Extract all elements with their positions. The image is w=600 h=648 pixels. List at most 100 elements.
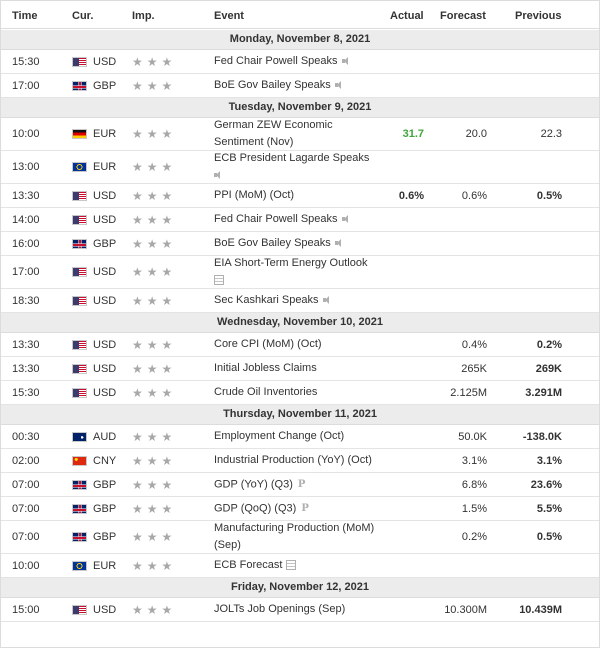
event-name-text[interactable]: ECB President Lagarde Speaks bbox=[214, 152, 370, 164]
currency-code: AUD bbox=[93, 430, 117, 443]
actual-value bbox=[384, 74, 424, 97]
event-row[interactable]: 00:30 AUD ★ ★ ★ Employment Change (Oct) 50.0K -… bbox=[1, 425, 599, 449]
event-name[interactable]: Fed Chair Powell Speaks bbox=[214, 208, 384, 231]
event-row[interactable]: 10:00 EUR ★ ★ ★ ECB Forecast bbox=[1, 554, 599, 578]
event-name-text[interactable]: BoE Gov Bailey Speaks bbox=[214, 79, 331, 91]
previous-value bbox=[491, 289, 562, 312]
event-name-text[interactable]: Manufacturing Production (MoM) bbox=[214, 522, 375, 534]
header-previous[interactable]: Previous bbox=[515, 10, 562, 22]
event-name-text[interactable]: Fed Chair Powell Speaks bbox=[214, 55, 338, 67]
event-name-text[interactable]: Core CPI (MoM) (Oct) bbox=[214, 338, 322, 350]
actual-value bbox=[384, 289, 424, 312]
event-row[interactable]: 15:30 USD ★ ★ ★ Fed Chair Powell Speaks bbox=[1, 50, 599, 74]
event-row[interactable]: 15:30 USD ★ ★ ★ Crude Oil Inventories 2.125M 3.… bbox=[1, 381, 599, 405]
preliminary-icon: P bbox=[297, 478, 306, 490]
event-name-text[interactable]: Employment Change (Oct) bbox=[214, 430, 345, 442]
forecast-value bbox=[431, 151, 487, 183]
event-name[interactable]: Core CPI (MoM) (Oct) bbox=[214, 333, 384, 356]
event-name-text[interactable]: EIA Short-Term Energy Outlook bbox=[214, 257, 368, 269]
previous-value: 5.5% bbox=[536, 502, 562, 515]
event-row[interactable]: 07:00 GBP ★ ★ ★ Manufacturing Production (MoM… bbox=[1, 521, 599, 554]
event-name-text[interactable]: Fed Chair Powell Speaks bbox=[214, 213, 338, 225]
currency-code: USD bbox=[93, 603, 117, 616]
event-name-text[interactable]: Sec Kashkari Speaks bbox=[214, 294, 319, 306]
forecast-value: 50.0K bbox=[458, 430, 487, 443]
event-name-text[interactable]: JOLTs Job Openings (Sep) bbox=[214, 603, 346, 615]
event-name-text[interactable]: PPI (MoM) (Oct) bbox=[214, 189, 295, 201]
event-name-text[interactable]: Sentiment (Nov) bbox=[214, 136, 294, 148]
event-time: 13:30 bbox=[12, 362, 40, 375]
event-name[interactable]: EIA Short-Term Energy Outlook bbox=[214, 256, 384, 288]
event-row[interactable]: 13:30 USD ★ ★ ★ PPI (MoM) (Oct) 0.6% 0.6% 0.5% bbox=[1, 184, 599, 208]
event-row[interactable]: 16:00 GBP ★ ★ ★ BoE Gov Bailey Speaks bbox=[1, 232, 599, 256]
importance-stars: ★ ★ ★ bbox=[132, 381, 192, 404]
event-row[interactable]: 17:00 GBP ★ ★ ★ BoE Gov Bailey Speaks bbox=[1, 74, 599, 98]
event-row[interactable]: 10:00 EUR ★ ★ ★ German ZEW Economic Sentiment … bbox=[1, 118, 599, 151]
currency-flag bbox=[72, 381, 88, 404]
currency-code: USD bbox=[93, 362, 117, 375]
flag-gb-icon bbox=[72, 238, 87, 249]
event-name-text[interactable]: Crude Oil Inventories bbox=[214, 386, 318, 398]
importance-stars: ★ ★ ★ bbox=[132, 521, 192, 553]
event-row[interactable]: 14:00 USD ★ ★ ★ Fed Chair Powell Speaks bbox=[1, 208, 599, 232]
event-name[interactable]: PPI (MoM) (Oct) bbox=[214, 184, 384, 207]
header-forecast[interactable]: Forecast bbox=[440, 10, 486, 22]
event-row[interactable]: 02:00 CNY ★ ★ ★ Industrial Production (YoY) (… bbox=[1, 449, 599, 473]
event-row[interactable]: 17:00 USD ★ ★ ★ EIA Short-Term Energy Outlook bbox=[1, 256, 599, 289]
star-icon: ★ bbox=[132, 453, 143, 468]
event-name-text[interactable]: Industrial Production (YoY) (Oct) bbox=[214, 454, 372, 466]
event-name[interactable]: GDP (YoY) (Q3) P bbox=[214, 473, 384, 496]
currency-flag bbox=[72, 118, 88, 150]
star-icon: ★ bbox=[161, 453, 173, 468]
star-icon: ★ bbox=[146, 337, 158, 352]
star-icon: ★ bbox=[132, 602, 143, 617]
event-name[interactable]: Employment Change (Oct) bbox=[214, 425, 384, 448]
event-row[interactable]: 13:00 EUR ★ ★ ★ ECB President Lagarde Speaks bbox=[1, 151, 599, 184]
event-time: 00:30 bbox=[12, 430, 40, 443]
event-name[interactable]: Initial Jobless Claims bbox=[214, 357, 384, 380]
event-name-text[interactable]: Initial Jobless Claims bbox=[214, 362, 317, 374]
previous-value bbox=[491, 208, 562, 231]
event-name[interactable]: GDP (QoQ) (Q3) P bbox=[214, 497, 384, 520]
event-name[interactable]: BoE Gov Bailey Speaks bbox=[214, 232, 384, 255]
event-time: 16:00 bbox=[12, 237, 40, 250]
star-icon: ★ bbox=[132, 385, 143, 400]
importance-stars: ★ ★ ★ bbox=[132, 118, 192, 150]
importance-stars: ★ ★ ★ bbox=[132, 74, 192, 97]
event-name[interactable]: Crude Oil Inventories bbox=[214, 381, 384, 404]
header-time[interactable]: Time bbox=[12, 10, 38, 22]
star-icon: ★ bbox=[161, 558, 173, 573]
event-name-text[interactable]: ECB Forecast bbox=[214, 559, 283, 571]
event-row[interactable]: 07:00 GBP ★ ★ ★ GDP (QoQ) (Q3) P 1.5% 5.5% bbox=[1, 497, 599, 521]
event-name[interactable]: German ZEW Economic Sentiment (Nov) bbox=[214, 118, 384, 150]
event-name-text[interactable]: (Sep) bbox=[214, 539, 241, 551]
event-row[interactable]: 13:30 USD ★ ★ ★ Initial Jobless Claims 265K 269… bbox=[1, 357, 599, 381]
header-importance[interactable]: Imp. bbox=[132, 10, 155, 22]
event-name-text[interactable]: GDP (YoY) (Q3) bbox=[214, 478, 293, 491]
flag-us-icon bbox=[72, 214, 87, 225]
event-name[interactable]: BoE Gov Bailey Speaks bbox=[214, 74, 384, 97]
event-name[interactable]: Fed Chair Powell Speaks bbox=[214, 50, 384, 73]
event-row[interactable]: 18:30 USD ★ ★ ★ Sec Kashkari Speaks bbox=[1, 289, 599, 313]
event-row[interactable]: 07:00 GBP ★ ★ ★ GDP (YoY) (Q3) P 6.8% 23.6% bbox=[1, 473, 599, 497]
event-name[interactable]: Industrial Production (YoY) (Oct) bbox=[214, 449, 384, 472]
forecast-value bbox=[431, 289, 487, 312]
header-actual[interactable]: Actual bbox=[390, 10, 424, 22]
event-row[interactable]: 15:00 USD ★ ★ ★ JOLTs Job Openings (Sep) 10.30… bbox=[1, 598, 599, 622]
previous-value: -138.0K bbox=[522, 430, 562, 443]
flag-au-icon bbox=[72, 431, 87, 442]
currency-flag bbox=[72, 357, 88, 380]
header-event[interactable]: Event bbox=[214, 10, 244, 22]
event-name[interactable]: ECB Forecast bbox=[214, 554, 384, 577]
event-row[interactable]: 13:30 USD ★ ★ ★ Core CPI (MoM) (Oct) 0.4% 0.2% bbox=[1, 333, 599, 357]
header-currency[interactable]: Cur. bbox=[72, 10, 94, 22]
event-name[interactable]: Manufacturing Production (MoM) (Sep) bbox=[214, 521, 384, 553]
event-name[interactable]: ECB President Lagarde Speaks bbox=[214, 151, 384, 183]
event-name[interactable]: JOLTs Job Openings (Sep) bbox=[214, 598, 384, 621]
event-name-text[interactable]: BoE Gov Bailey Speaks bbox=[214, 237, 331, 249]
currency-flag bbox=[72, 449, 88, 472]
event-name[interactable]: Sec Kashkari Speaks bbox=[214, 289, 384, 312]
event-name-text[interactable]: German ZEW Economic bbox=[214, 119, 333, 131]
star-icon: ★ bbox=[161, 212, 173, 227]
event-name-text[interactable]: GDP (QoQ) (Q3) bbox=[214, 502, 297, 515]
